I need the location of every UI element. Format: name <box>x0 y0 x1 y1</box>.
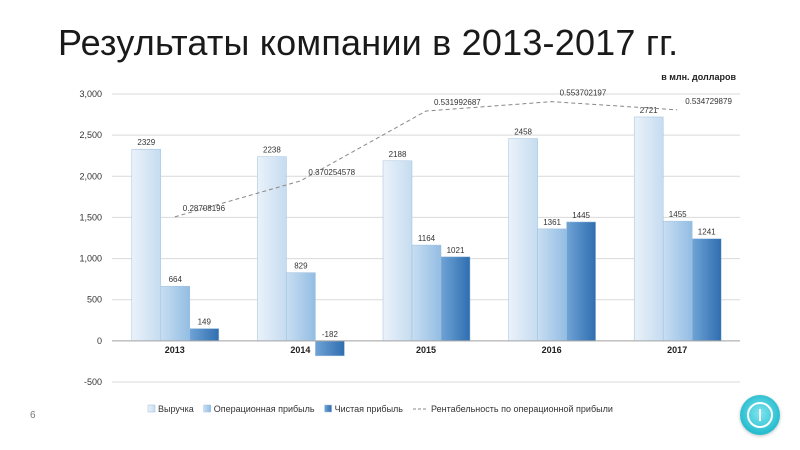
line-series <box>174 101 678 218</box>
y-tick-label: 500 <box>87 295 102 305</box>
bar <box>189 328 220 342</box>
y-tick-label: -500 <box>84 377 102 387</box>
legend-label: Операционная прибыль <box>214 404 315 414</box>
bar <box>633 116 664 342</box>
data-label: 149 <box>198 318 212 327</box>
bar <box>566 221 596 342</box>
bar <box>508 138 538 342</box>
data-label: 1455 <box>669 210 687 219</box>
bar <box>382 160 413 342</box>
data-label: 2329 <box>137 138 155 147</box>
data-label: 2188 <box>389 150 407 159</box>
bar <box>411 244 442 342</box>
y-tick-label: 3,000 <box>79 89 102 99</box>
y-tick-label: 0 <box>97 336 102 346</box>
legend-label: Рентабельность по операционной прибыли <box>431 404 613 414</box>
line-data-label: 0.531992687 <box>434 98 481 107</box>
data-label: 2238 <box>263 146 281 155</box>
x-tick-label: 2016 <box>542 345 562 355</box>
bar <box>315 340 345 357</box>
bar <box>662 220 693 342</box>
y-tick-label: 2,000 <box>79 171 102 181</box>
bar <box>691 238 722 342</box>
data-label: 1164 <box>418 234 436 243</box>
line-data-label: 0.553702197 <box>560 89 607 98</box>
data-label: 829 <box>294 262 308 271</box>
bar <box>537 228 567 342</box>
data-label: 2458 <box>514 128 532 137</box>
bar <box>131 148 162 342</box>
bar <box>286 272 316 342</box>
bar <box>440 256 471 342</box>
legend-swatch <box>147 404 156 413</box>
bar <box>160 285 191 342</box>
legend-label: Чистая прибыль <box>335 404 404 414</box>
y-tick-label: 1,500 <box>79 212 102 222</box>
data-label: 1241 <box>698 228 716 237</box>
bar <box>257 156 287 342</box>
page-number: 6 <box>30 410 36 421</box>
legend-label: Выручка <box>158 404 194 414</box>
circle-info-icon <box>747 402 773 428</box>
x-tick-label: 2014 <box>290 345 310 355</box>
nav-icon-bar <box>759 409 761 421</box>
data-label: 1021 <box>447 246 465 255</box>
y-tick-label: 1,000 <box>79 254 102 264</box>
data-label: 2721 <box>640 106 658 115</box>
page-title: Результаты компании в 2013-2017 гг. <box>58 22 679 63</box>
line-data-label: 0.534729879 <box>685 97 732 106</box>
y-tick-label: 2,500 <box>79 130 102 140</box>
x-tick-label: 2015 <box>416 345 436 355</box>
x-tick-label: 2013 <box>165 345 185 355</box>
line-data-label: 0.28708196 <box>183 204 226 213</box>
legend-swatch <box>324 404 332 413</box>
data-label: 1445 <box>572 211 590 220</box>
data-label: 1361 <box>543 218 561 227</box>
line-data-label: 0.370254578 <box>308 168 355 177</box>
nav-button[interactable] <box>740 395 780 435</box>
x-tick-label: 2017 <box>667 345 687 355</box>
data-label: 664 <box>169 275 183 284</box>
unit-note: в млн. долларов <box>661 72 736 82</box>
legend-swatch <box>203 404 211 413</box>
data-label: -182 <box>322 330 339 339</box>
